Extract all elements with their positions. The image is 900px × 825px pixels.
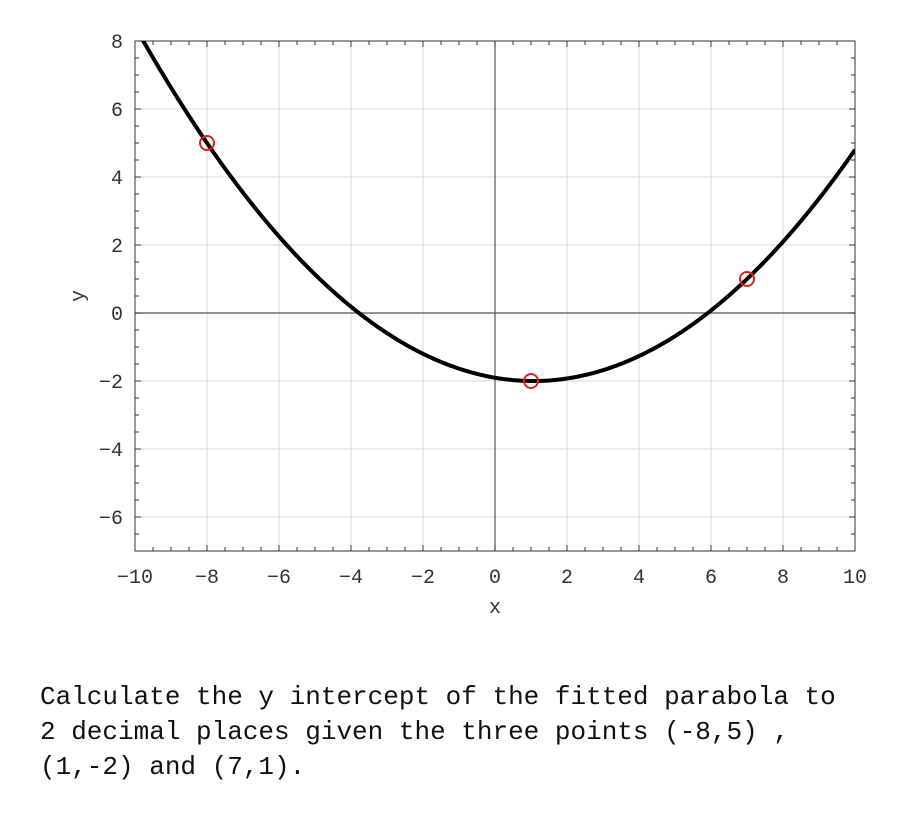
x-tick-label: −10 [117,567,153,590]
x-tick-label: 6 [705,567,717,590]
y-tick-label: 0 [111,304,123,327]
data-point-marker [523,373,539,389]
x-tick-label: 10 [843,567,867,590]
y-tick-label: −6 [99,508,123,531]
x-tick-label: 4 [633,567,645,590]
parabola-curve [140,41,855,384]
x-tick-label: −6 [267,567,291,590]
x-tick-label: 2 [561,567,573,590]
x-tick-label: −8 [195,567,219,590]
y-axis-label: y [68,290,91,302]
y-tick-label: −2 [99,372,123,395]
x-tick-label: −2 [411,567,435,590]
y-tick-label: 4 [111,168,123,191]
y-tick-label: 2 [111,236,123,259]
x-tick-label: 8 [777,567,789,590]
data-point-marker [199,135,215,151]
y-tick-label: 8 [111,32,123,55]
plot-frame [134,40,856,552]
y-tick-label: 6 [111,100,123,123]
x-tick-label: −4 [339,567,363,590]
data-point-marker [739,271,755,287]
question-text: Calculate the y intercept of the fitted … [40,682,836,782]
x-tick-label: 0 [489,567,501,590]
parabola-chart: −10 −8 −6 −4 −2 0 2 4 6 8 10 −6 −4 −2 0 2 4 6 8 x y [68,32,867,620]
x-axis-label: x [489,597,501,620]
y-tick-label: −4 [99,440,123,463]
